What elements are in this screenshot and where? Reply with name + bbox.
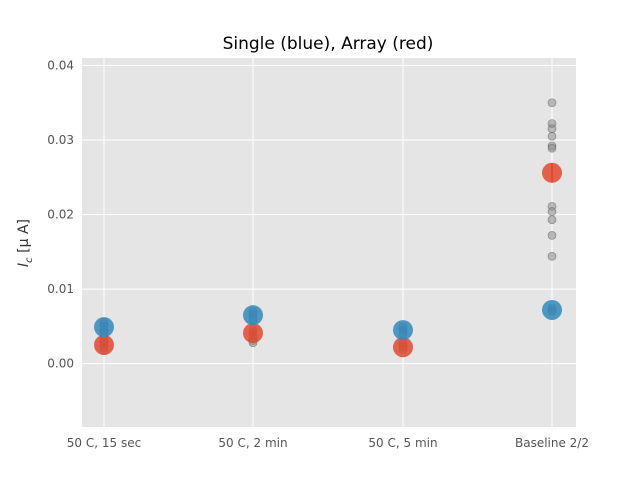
y-tick-label: 0.04 [47,58,74,72]
array-mean-point [243,323,263,344]
single-mean-point [393,320,413,341]
single-mean-point [94,317,114,338]
x-tick-label: 50 C, 5 min [368,436,437,450]
plot-area: 0.00 0.01 0.02 0.03 0.04 50 C, 15 sec 50 C, 2 … [47,58,589,450]
x-tick-label: 50 C, 15 sec [67,436,141,450]
raw-data-point [547,215,557,225]
raw-data-point [547,231,557,240]
y-axis-label: Ic [μ A] [16,219,35,267]
array-mean-point [94,335,114,355]
single-mean-point [542,299,562,320]
y-tick-label: 0.01 [47,282,74,296]
array-mean-point [393,337,413,358]
y-tick-label: 0.03 [47,133,74,147]
y-tick-label: 0.00 [47,357,74,371]
raw-data-point [547,207,557,216]
array-mean-point [542,162,562,183]
plot-background [82,58,576,427]
raw-data-point [547,131,557,141]
raw-data-point [547,251,557,261]
raw-data-point [547,143,557,153]
x-tick-label: Baseline 2/2 [515,436,589,450]
raw-data-point [547,98,557,108]
x-tick-label: 50 C, 2 min [218,436,287,450]
raw-data-point [547,124,557,134]
y-tick-label: 0.02 [47,208,74,222]
chart-title: Single (blue), Array (red) [223,34,434,54]
single-mean-point [243,305,263,326]
